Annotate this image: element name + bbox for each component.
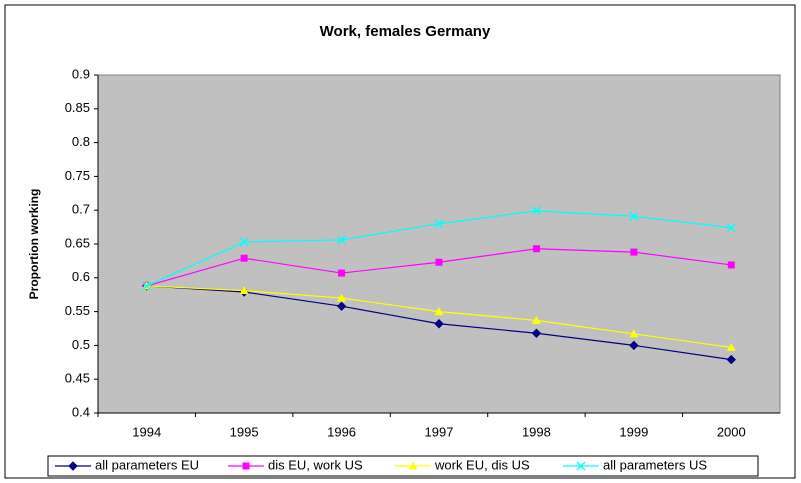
legend: all parameters EU dis EU, work US work EU,… (47, 455, 759, 477)
y-axis-label: Proportion working (27, 189, 41, 300)
y-tick-label: 0.85 (65, 100, 90, 115)
marker (434, 319, 444, 329)
plot-area (97, 74, 781, 414)
marker (435, 258, 443, 266)
y-tick-label: 0.75 (65, 168, 90, 183)
x-tick-label: 1997 (425, 424, 454, 439)
x-tick-label: 1996 (327, 424, 356, 439)
y-tick-label: 0.9 (72, 66, 90, 81)
y-tick-label: 0.45 (65, 371, 90, 386)
marker (726, 354, 736, 365)
x-tick-label: 1994 (132, 424, 161, 439)
marker (142, 281, 152, 291)
y-tick-label: 0.55 (65, 303, 90, 318)
marker (630, 248, 638, 256)
y-tick-label: 0.6 (72, 269, 90, 284)
marker (239, 237, 249, 247)
marker (726, 342, 736, 351)
marker (629, 329, 639, 338)
marker (337, 235, 347, 245)
legend-label: all parameters EU (95, 457, 199, 472)
x-tick-label: 1999 (619, 424, 648, 439)
marker (531, 206, 541, 216)
marker (727, 261, 735, 269)
marker (337, 293, 347, 302)
marker (531, 315, 541, 324)
marker (242, 462, 250, 470)
marker (239, 286, 249, 295)
marker (240, 254, 248, 262)
y-tick-label: 0.8 (72, 134, 90, 149)
marker (408, 461, 418, 470)
marker (434, 307, 444, 316)
marker (576, 461, 586, 471)
marker (434, 219, 444, 229)
x-tick-label: 2000 (717, 424, 746, 439)
marker (531, 328, 542, 338)
marker (336, 301, 347, 311)
y-tick-label: 0.65 (65, 235, 90, 250)
marker (532, 245, 540, 253)
x-tick-label: 1995 (230, 424, 259, 439)
chart-title: Work, females Germany (320, 23, 491, 40)
marker (726, 223, 736, 233)
x-tick-label: 1998 (522, 424, 551, 439)
y-tick-label: 0.7 (72, 202, 90, 217)
legend-label: dis EU, work US (268, 457, 363, 472)
marker (338, 269, 346, 277)
legend-label: work EU, dis US (434, 457, 530, 472)
marker (68, 461, 78, 471)
y-tick-label: 0.4 (72, 404, 90, 419)
y-tick-label: 0.5 (72, 337, 90, 352)
legend-label: all parameters US (603, 457, 707, 472)
marker (629, 211, 639, 221)
marker (629, 340, 639, 351)
